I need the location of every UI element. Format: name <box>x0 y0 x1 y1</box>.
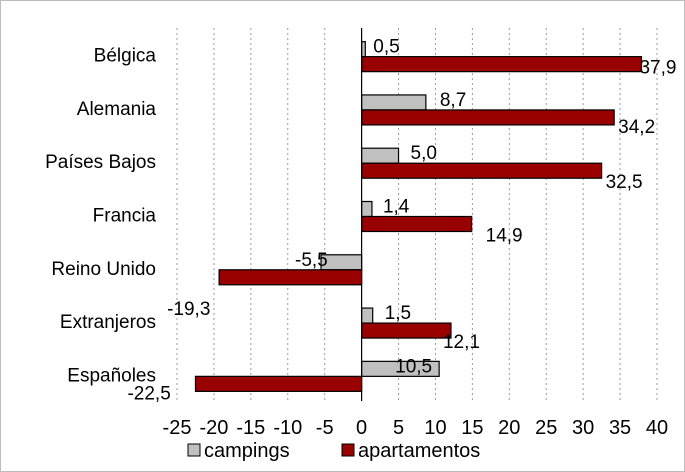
x-tick-label: 15 <box>461 417 483 439</box>
campings-data-label: 1,5 <box>385 303 411 324</box>
x-tick-label: 20 <box>498 417 520 439</box>
apartamentos-bar <box>218 269 363 286</box>
campings-bar <box>361 307 374 324</box>
apartamentos-bar <box>361 109 615 126</box>
campings-data-label: 1,4 <box>383 197 410 218</box>
apartamentos-data-label: 32,5 <box>606 172 643 193</box>
apartamentos-bar <box>194 375 363 392</box>
gridlines <box>176 28 658 401</box>
apartamentos-data-label: -22,5 <box>127 383 170 404</box>
campings-data-label: 0,5 <box>373 37 399 58</box>
legend-label-apartamentos: apartamentos <box>358 440 480 462</box>
category-label: Reino Unido <box>51 259 156 280</box>
legend-swatch-campings <box>187 443 201 457</box>
category-label: Españoles <box>67 365 156 386</box>
apartamentos-data-label: 37,9 <box>639 58 676 79</box>
category-labels: Bélgica Alemania Países Bajos Francia Reino … <box>45 46 156 387</box>
apartamentos-bar <box>361 56 643 73</box>
apartamentos-data-label: 34,2 <box>618 117 655 138</box>
category-label: Países Bajos <box>45 152 156 173</box>
x-tick-label: 40 <box>646 417 668 439</box>
apartamentos-data-label: 14,9 <box>486 226 523 247</box>
apartamentos-bar <box>361 215 473 233</box>
campings-bar <box>361 147 400 164</box>
category-label: Bélgica <box>94 46 157 67</box>
x-tick-label: -25 <box>163 417 192 439</box>
x-tick-label: 25 <box>535 417 557 439</box>
x-tick-label: 5 <box>393 417 404 439</box>
category-label: Francia <box>93 206 157 227</box>
legend-label-campings: campings <box>204 440 290 462</box>
x-tick-label: -10 <box>273 417 302 439</box>
data-labels: 0,5 37,9 8,7 34,2 5,0 32,5 1,4 14,9 -5,5 -19,3 1,5… <box>127 37 676 405</box>
bars <box>194 41 643 392</box>
legend-swatch-apartamentos <box>341 443 355 457</box>
campings-bar <box>361 94 427 111</box>
apartamentos-data-label: 12,1 <box>443 332 480 353</box>
x-tick-label: -15 <box>236 417 265 439</box>
x-tick-label: 30 <box>572 417 594 439</box>
x-axis: -25 -20 -15 -10 -5 0 5 10 15 20 25 30 35 40 <box>163 28 668 439</box>
x-tick-label: -5 <box>316 417 334 439</box>
campings-data-label: 8,7 <box>440 90 466 111</box>
category-label: Extranjeros <box>60 312 156 333</box>
legend: campings apartamentos <box>187 440 480 462</box>
campings-data-label: -5,5 <box>295 250 328 271</box>
apartamentos-bar <box>361 322 452 339</box>
x-tick-label: 0 <box>356 417 367 439</box>
apartamentos-bar <box>361 162 603 179</box>
campings-bar <box>361 200 373 218</box>
x-tick-label: -20 <box>199 417 228 439</box>
campings-data-label: 5,0 <box>411 143 437 164</box>
campings-data-label: 10,5 <box>395 356 432 377</box>
apartamentos-data-label: -19,3 <box>167 299 210 320</box>
category-label: Alemania <box>77 99 157 120</box>
x-tick-label: 10 <box>424 417 446 439</box>
x-tick-label: 35 <box>609 417 631 439</box>
